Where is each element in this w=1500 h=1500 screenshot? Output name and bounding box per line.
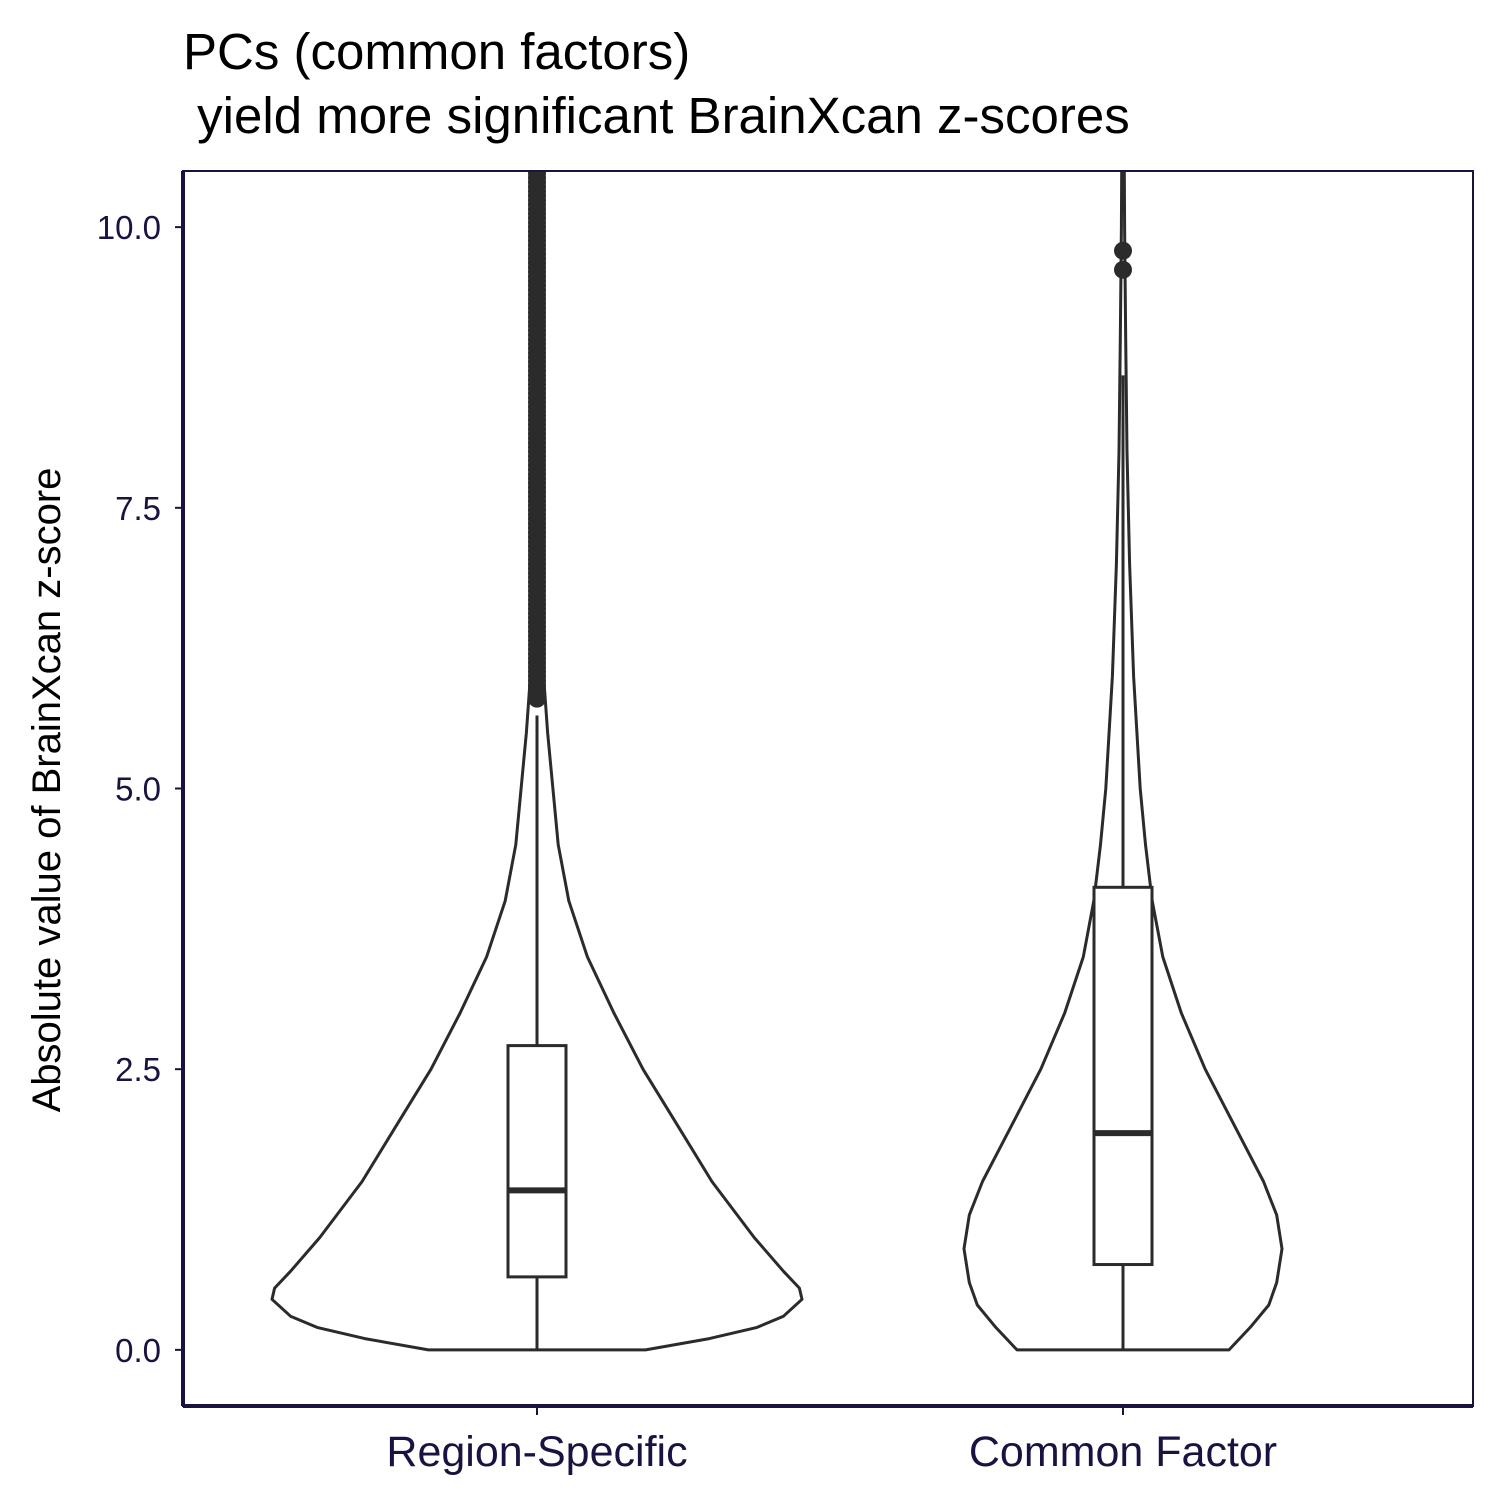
y-tick-label: 10.0: [97, 209, 161, 246]
x-tick-label: Common Factor: [969, 1428, 1277, 1476]
chart-title-line-1: PCs (common factors): [183, 23, 691, 80]
x-tick-label: Region-Specific: [386, 1428, 687, 1476]
y-tick-label: 7.5: [115, 490, 161, 527]
outlier-point: [528, 171, 546, 183]
y-axis-label: Absolute value of BrainXcan z-score: [25, 468, 69, 1113]
chart-title-line-2: yield more significant BrainXcan z-score…: [183, 87, 1130, 144]
y-tick-label: 0.0: [115, 1332, 161, 1369]
box-iqr: [506, 1044, 568, 1279]
plot-marks: [270, 171, 1284, 1352]
violin-group-common-factor: [962, 171, 1284, 1352]
axes: 0.0 2.5 5.0 7.5 10.0 Region-Specific Common Fa…: [97, 170, 1474, 1476]
y-tick-label: 5.0: [115, 771, 161, 808]
outlier-point: [1114, 260, 1132, 279]
outlier-point: [1114, 241, 1132, 260]
y-tick-label: 2.5: [115, 1051, 161, 1088]
violin-group-region-specific: [270, 171, 804, 1352]
box-iqr: [1092, 885, 1154, 1267]
